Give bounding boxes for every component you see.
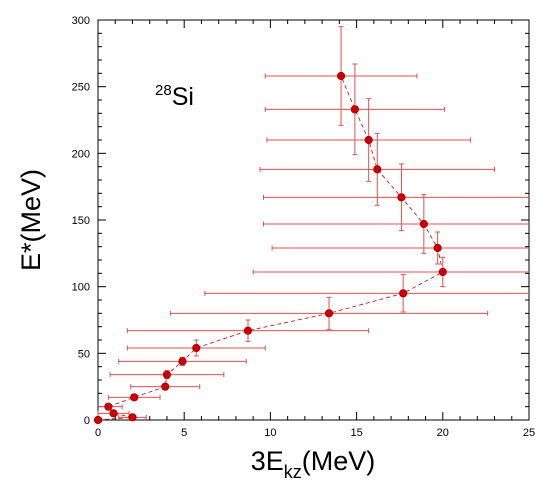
x-tick-label: 0 — [95, 427, 101, 439]
data-points — [93, 71, 447, 425]
data-point — [128, 413, 137, 422]
y-tick-label: 0 — [84, 415, 90, 427]
y-tick-label: 300 — [72, 15, 90, 27]
annotation-text: Si — [172, 83, 194, 111]
data-point — [324, 309, 334, 318]
data-point — [109, 409, 118, 418]
data-point — [178, 357, 187, 366]
data-point — [399, 289, 408, 298]
annotation-superscript: 28 — [155, 82, 172, 99]
x-tick-label: 25 — [523, 427, 535, 439]
y-axis-title: E*(MeV) — [16, 169, 46, 271]
tick-marks — [97, 19, 530, 421]
x-axis-title-subscript: kz — [284, 462, 302, 482]
data-point — [438, 267, 447, 277]
data-point — [192, 343, 201, 353]
data-point — [130, 393, 139, 402]
data-point — [397, 193, 406, 202]
x-axis-title-main: 3E — [251, 446, 284, 476]
data-point — [419, 219, 428, 229]
dashed-guide-line — [97, 75, 444, 421]
y-tick-label: 100 — [72, 282, 90, 294]
data-point — [433, 243, 442, 253]
plot-frame — [97, 19, 530, 421]
annotation-label: 28Si — [155, 82, 194, 111]
data-point — [162, 370, 172, 379]
data-point — [93, 415, 103, 425]
x-tick-label: 5 — [181, 427, 187, 439]
data-point — [350, 105, 359, 114]
dashed-guide-line-group — [97, 75, 444, 421]
data-point — [104, 402, 113, 411]
x-tick-label: 20 — [437, 427, 449, 439]
data-point — [364, 135, 373, 145]
data-point — [373, 165, 382, 174]
y-tick-label: 200 — [72, 148, 90, 160]
y-tick-label: 150 — [72, 215, 90, 227]
data-point — [161, 382, 170, 391]
x-axis-title-unit: (MeV) — [302, 446, 376, 476]
x-tick-label: 10 — [264, 427, 276, 439]
y-tick-label: 250 — [72, 82, 90, 94]
y-tick-label: 50 — [78, 348, 90, 360]
x-tick-label: 15 — [350, 427, 362, 439]
x-axis-title: 3Ekz(MeV) — [251, 446, 376, 482]
data-point — [243, 326, 253, 335]
data-point — [336, 71, 346, 81]
